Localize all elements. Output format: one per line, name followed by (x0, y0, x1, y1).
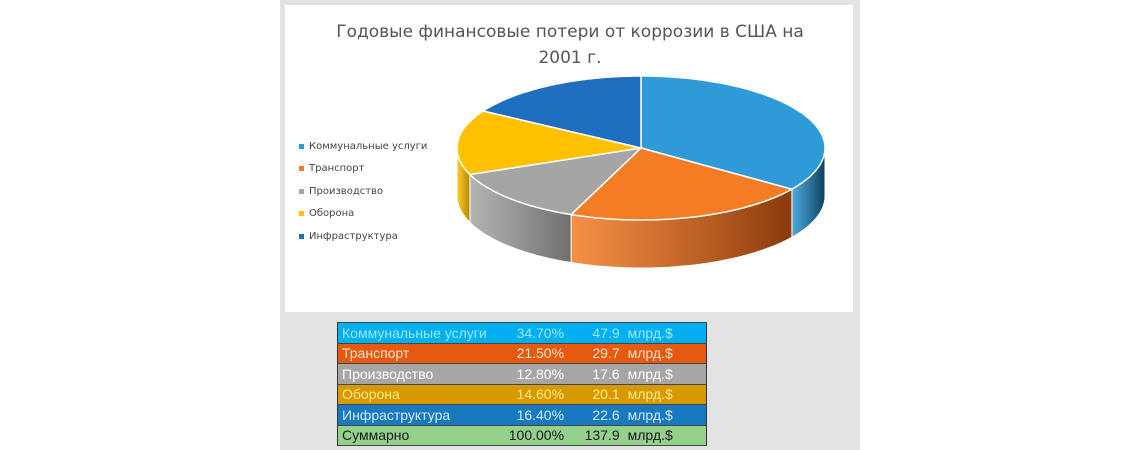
cell-name: Производство (337, 363, 491, 385)
chart-title: Годовые финансовые потери от коррозии в … (245, 19, 895, 71)
legend-label: Коммунальные услуги (309, 140, 428, 152)
cell-name: Оборона (337, 383, 491, 405)
table-row: Транспорт 21.50% 29.7 млрд.$ (337, 342, 707, 364)
cell-value: 29.7 (568, 342, 624, 364)
cell-unit: млрд.$ (623, 404, 707, 426)
legend-item: Транспорт (299, 158, 427, 181)
pie-slice (456, 110, 642, 176)
pie-slice (481, 75, 642, 149)
legend-marker (299, 188, 304, 194)
cell-name: Коммунальные услуги (337, 322, 491, 344)
legend-item: Производство (299, 180, 427, 203)
data-table: Коммунальные услуги 34.70% 47.9 млрд.$ Транс… (337, 322, 707, 446)
pie-slice (468, 146, 644, 216)
table-row: Коммунальные услуги 34.70% 47.9 млрд.$ (337, 322, 707, 344)
cell-percent: 34.70% (490, 322, 569, 344)
legend-item: Инфраструктура (299, 225, 427, 248)
cell-value: 47.9 (568, 322, 624, 344)
cell-unit: млрд.$ (623, 322, 707, 344)
legend-marker (299, 166, 304, 172)
legend-marker (299, 233, 304, 239)
legend-label: Инфраструктура (309, 230, 398, 242)
pie-slice (569, 147, 794, 221)
cell-value: 20.1 (568, 383, 624, 405)
table-row: Инфраструктура 16.40% 22.6 млрд.$ (337, 404, 707, 426)
table-row: Суммарно 100.00% 137.9 млрд.$ (337, 424, 707, 446)
legend-label: Оборона (309, 208, 355, 220)
cell-percent: 21.50% (490, 342, 569, 364)
legend-label: Производство (309, 185, 384, 197)
cell-value: 137.9 (568, 424, 624, 446)
cell-percent: 16.40% (490, 404, 569, 426)
chart-title-line-2: 2001 г. (538, 48, 602, 68)
legend-item: Оборона (299, 203, 427, 226)
legend-item: Коммунальные услуги (299, 135, 427, 158)
chart-title-line-1: Годовые финансовые потери от коррозии в … (336, 22, 804, 42)
cell-percent: 14.60% (490, 383, 569, 405)
legend-marker (299, 211, 304, 217)
table-row: Оборона 14.60% 20.1 млрд.$ (337, 383, 707, 405)
chart-area: Годовые финансовые потери от коррозии в … (285, 5, 853, 312)
legend-label: Транспорт (309, 163, 365, 175)
chart-legend: Коммунальные услуги Транспорт Производство… (299, 135, 427, 248)
pie-chart (456, 75, 826, 269)
cell-percent: 100.00% (490, 424, 569, 446)
cell-unit: млрд.$ (623, 342, 707, 364)
cell-name: Инфраструктура (337, 404, 491, 426)
cell-name: Транспорт (337, 342, 491, 364)
cell-unit: млрд.$ (623, 424, 707, 446)
pie-slice (640, 75, 826, 191)
cell-percent: 12.80% (490, 363, 569, 385)
cell-unit: млрд.$ (623, 363, 707, 385)
cell-value: 17.6 (568, 363, 624, 385)
cell-value: 22.6 (568, 404, 624, 426)
table-row: Производство 12.80% 17.6 млрд.$ (337, 363, 707, 385)
cell-unit: млрд.$ (623, 383, 707, 405)
legend-marker (299, 143, 304, 149)
cell-name: Суммарно (337, 424, 491, 446)
